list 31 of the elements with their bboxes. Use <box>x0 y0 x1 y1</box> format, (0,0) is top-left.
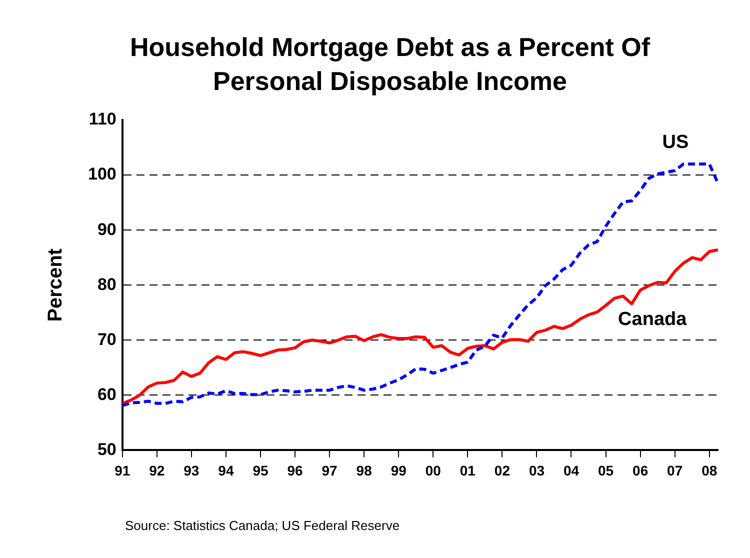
x-tick-label: 92 <box>149 462 165 478</box>
x-tick-label: 93 <box>184 462 200 478</box>
x-tick-label: 91 <box>114 462 130 478</box>
x-tick-label: 08 <box>702 462 718 478</box>
x-tick-label: 95 <box>252 462 268 478</box>
y-tick-label: 50 <box>97 440 116 459</box>
x-tick-label: 94 <box>218 462 234 478</box>
x-tick-label: 96 <box>287 462 304 478</box>
x-tick-label: 06 <box>632 462 648 478</box>
line-series <box>122 162 718 408</box>
y-tick-label: 90 <box>97 220 116 239</box>
y-tick-label: 110 <box>88 110 116 129</box>
x-tick-label: 00 <box>425 462 442 478</box>
x-tick-label: 04 <box>563 462 580 478</box>
x-tick-label: 97 <box>322 462 338 478</box>
y-tick-label: 70 <box>97 330 116 349</box>
x-tick-label: 02 <box>494 462 510 478</box>
y-axis-title: Percent <box>44 248 67 322</box>
y-tick-label: 80 <box>97 274 116 294</box>
x-tick-label: 01 <box>460 462 476 478</box>
x-tick-label: 07 <box>667 462 683 478</box>
x-tick-label: 98 <box>356 462 372 478</box>
y-tick-label: 60 <box>97 384 116 404</box>
source-note: Source: Statistics Canada; US Federal Reserve <box>125 518 400 533</box>
series-label: Canada <box>618 308 688 330</box>
series-label: US <box>662 132 689 153</box>
x-tick-label: 05 <box>598 462 614 478</box>
chart-title: Household Mortgage Debt as a Percent Of Personal Disposable Income <box>128 31 652 98</box>
x-tick-label: 03 <box>528 462 545 478</box>
y-tick-label: 100 <box>88 164 116 184</box>
x-tick-label: 99 <box>390 462 407 478</box>
